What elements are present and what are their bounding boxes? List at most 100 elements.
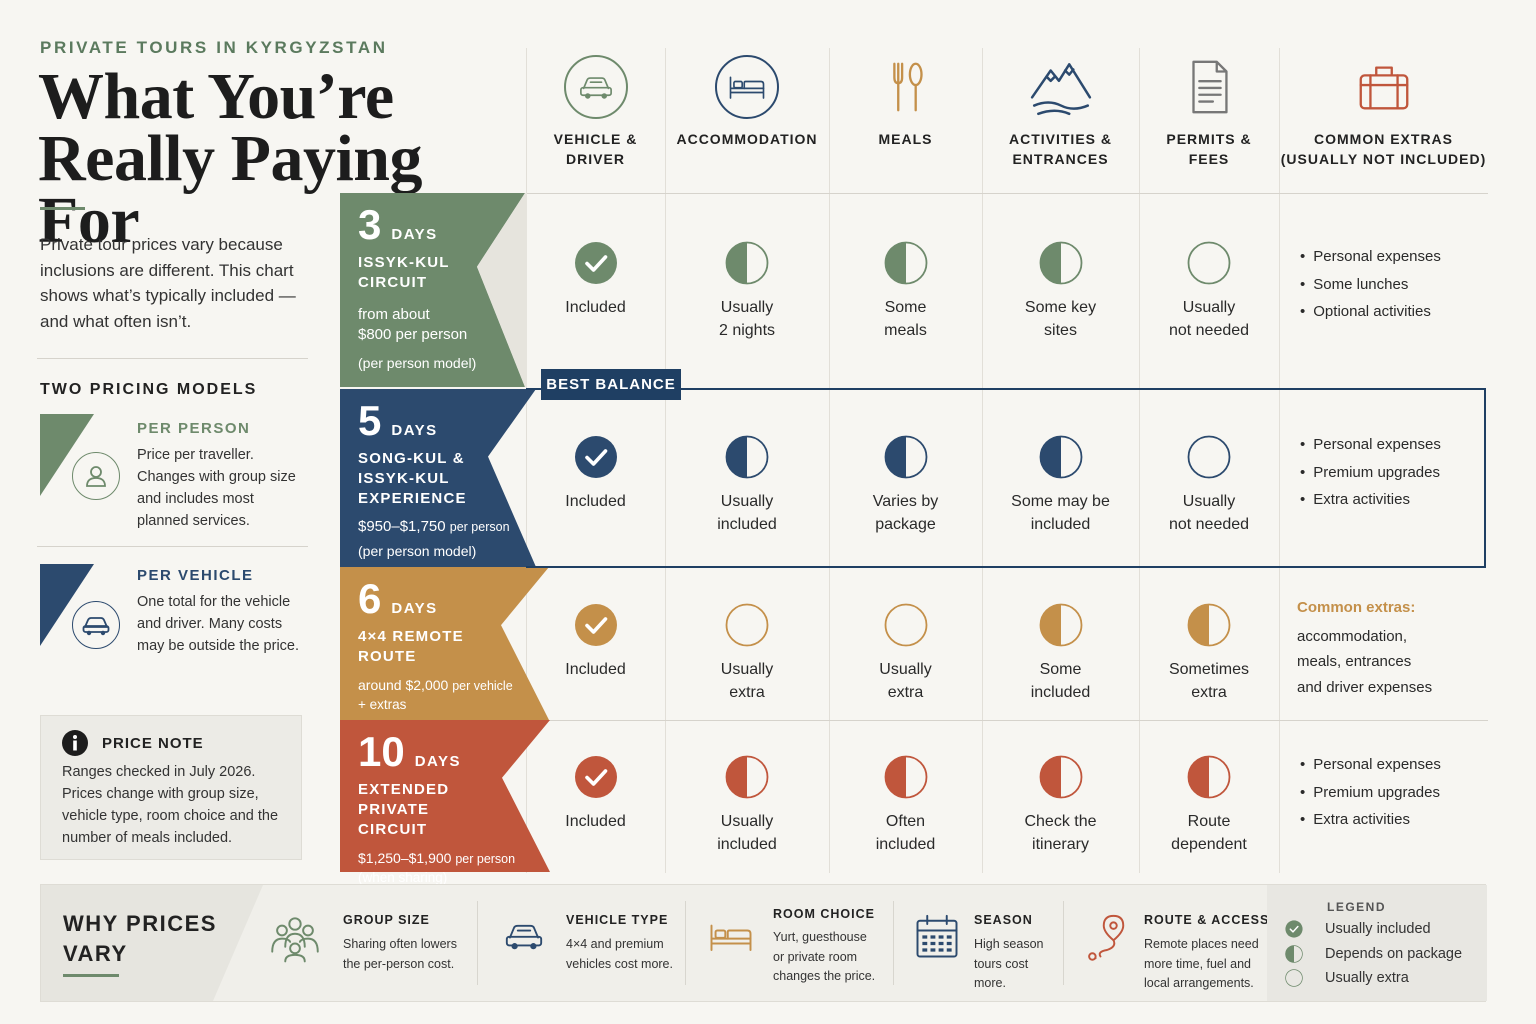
tour-price-unit: per vehicle [452,679,513,693]
extra-item: Personal expenses [1300,431,1441,459]
tour-pricing-model: (per person model) [358,355,477,371]
tour-days-word: DAYS [414,753,462,770]
status-label: Some included [982,658,1139,704]
best-balance-frame [526,388,1486,568]
legend-panel: LEGEND Usually included Depends on packag… [1267,885,1487,1001]
tour-price: from about $800 per person [358,305,523,345]
status-full-icon [574,755,618,804]
car-icon [496,911,552,966]
legend-full-icon [1285,920,1303,938]
tour-price-main: $1,250–$1,900 [358,850,452,866]
legend-empty-icon [1285,969,1303,987]
luggage-icon [1349,52,1419,122]
title-underline [40,207,85,210]
tour-name-line: CIRCUIT [358,821,428,838]
status-empty-icon [884,603,928,652]
tour-name: 4×4 REMOTE ROUTE [358,627,523,667]
why-underline [63,974,119,977]
factor-title: VEHICLE TYPE [566,913,669,927]
status-label-line: Usually [879,661,932,678]
tour-price-main: from about [358,306,430,323]
divider [37,546,308,547]
status-label-line: Included [565,493,626,510]
row-divider [526,193,1488,194]
tour-name-line: 4×4 REMOTE [358,628,464,645]
why-title-line-1: WHY PRICES [63,911,217,936]
factor-text-line: 4×4 and premium [566,937,664,951]
title-line-1: What You’re [38,60,394,133]
column-header-line2: (USUALLY NOT INCLUDED) [1280,151,1487,167]
status-half-icon [884,435,928,484]
column-divider [665,48,666,873]
factor-text: Yurt, guesthouse or private room changes t… [773,928,875,987]
factor-text-line: the per-person cost. [343,956,455,971]
status-label: Varies by package [829,490,982,536]
route-pin-icon [1081,911,1133,968]
best-balance-badge: BEST BALANCE [541,369,681,400]
factor-text-line: vehicles cost more. [566,956,673,971]
status-label: Usually extra [665,658,829,704]
status-label-line: Included [565,813,626,830]
group-icon [269,911,321,968]
bed-icon [705,911,757,968]
extra-item: Some lunches [1300,271,1441,299]
status-label: Included [526,490,665,513]
factor-text-line: changes the price. [773,969,876,983]
tour-days-word: DAYS [391,422,438,439]
extra-item: Extra activities [1300,486,1441,514]
per-vehicle-triangle [40,564,94,646]
tour-name-line: ISSYK-KUL [358,470,450,487]
why-prices-vary-bar: WHY PRICES VARY GROUP SIZE Sharing often … [40,884,1487,1002]
factor-text: Remote places need more time, fuel and loc… [1144,935,1259,994]
legend-title: LEGEND [1327,900,1387,914]
status-full-icon [574,435,618,484]
per-person-triangle [40,414,94,496]
status-label-line: Route [1187,813,1231,830]
status-full-icon [574,603,618,652]
page-title: What You’re Really Paying For [38,60,518,254]
status-label-line: Usually [720,493,774,510]
tour-ribbon [340,567,549,720]
tour-pricing-model: (per person model) [358,543,477,559]
status-label-line: Usually [720,299,774,316]
status-label-line: Some [1039,661,1082,678]
status-empty-icon [1187,435,1231,484]
status-half-icon [725,435,769,484]
status-label-line: itinerary [1032,836,1089,853]
extra-item: Extra activities [1300,806,1441,834]
tour-price-extra: + extras [358,697,407,712]
status-label-line: extra [729,684,765,701]
column-divider [829,48,830,873]
tour-ribbon [340,720,550,872]
factor-title: ROUTE & ACCESS [1144,913,1270,927]
status-label-line: Some may be [1011,493,1110,510]
tour-name: EXTENDED PRIVATE CIRCUIT [358,780,523,840]
status-half-icon [1039,241,1083,290]
status-full-icon [574,241,618,290]
status-label: Usually not needed [1139,296,1279,342]
status-label: Usually 2 nights [665,296,829,342]
fork-spoon-icon [871,52,941,122]
info-icon [62,730,88,756]
status-label-line: extra [1191,684,1227,701]
status-label: Usually included [665,810,829,856]
status-label-line: Included [565,661,626,678]
tour-price-unit: per person [455,852,516,866]
column-divider [1279,48,1280,873]
tour-name-line: CIRCUIT [358,274,428,291]
extra-item: Premium upgrades [1300,459,1441,487]
status-half-icon [725,755,769,804]
status-label-line: Usually [720,813,774,830]
legend-label: Usually included [1325,921,1431,937]
why-title-line-2: VARY [63,941,128,966]
price-note-box: PRICE NOTE Ranges checked in July 2026. … [40,715,302,860]
price-note-title: PRICE NOTE [102,735,204,752]
status-half-icon [725,241,769,290]
factor-divider [477,901,478,985]
factor-text-line: High season [974,937,1044,951]
column-divider [1139,48,1140,873]
extras-text-line: meals, entrances [1297,653,1412,670]
tour-price-extra: $800 per person [358,326,468,343]
tour-ribbon-text: 3 DAYS ISSYK-KUL CIRCUIT from about $800 per … [358,201,523,371]
divider [37,358,308,359]
